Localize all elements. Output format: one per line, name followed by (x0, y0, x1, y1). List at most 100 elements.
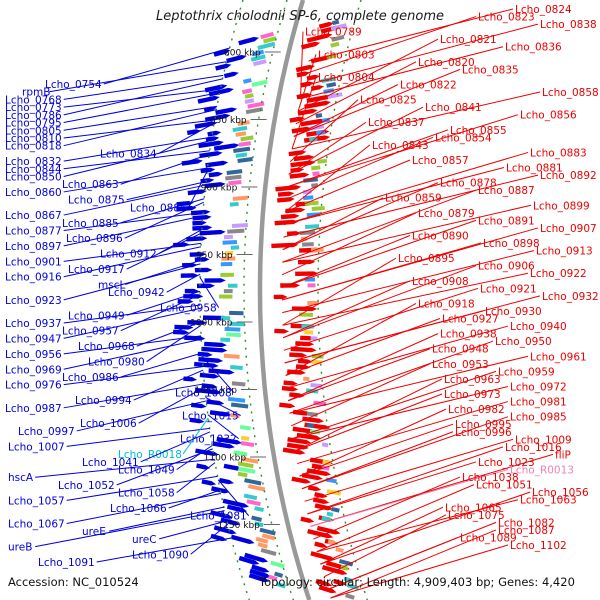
gene-label-left[interactable]: Lcho_0773 (5, 102, 62, 114)
gene-label-right[interactable]: Lcho_0921 (480, 283, 537, 295)
gene-label-left[interactable]: Lcho_1058 (118, 488, 175, 500)
gene-label-left[interactable]: Lcho_0901 (5, 256, 62, 268)
gene-label-left[interactable]: Lcho_0877 (5, 225, 62, 237)
gene-label-right[interactable]: Lcho_0854 (435, 132, 492, 144)
gene-label-right[interactable]: Lcho_0913 (536, 246, 593, 258)
gene-label-right[interactable]: Lcho_0857 (412, 155, 469, 167)
gene-label-left[interactable]: Lcho_1057 (8, 495, 65, 507)
gene-label-right[interactable]: fliP (555, 449, 571, 461)
gene-label-left[interactable]: Lcho_0875 (68, 195, 125, 207)
gene-label-right[interactable]: Lcho_0887 (478, 185, 535, 197)
gene-label-right[interactable]: Lcho_0995 (455, 419, 512, 431)
gene-label-left[interactable]: Lcho_0867 (5, 210, 62, 222)
gene-label-left[interactable]: Lcho_0844 (5, 164, 62, 176)
gene-label-right[interactable]: Lcho_1056 (532, 487, 589, 499)
gene-label-left[interactable]: Lcho_0768 (5, 94, 62, 106)
gene-label-right[interactable]: Lcho_0891 (478, 215, 535, 227)
gene-label-right[interactable]: Lcho_0838 (540, 19, 597, 31)
gene-label-left[interactable]: Lcho_1090 (132, 549, 189, 561)
gene-label-right[interactable]: Lcho_R0013 (510, 465, 574, 477)
gene-label-left[interactable]: Lcho_0923 (5, 295, 62, 307)
gene-label-right[interactable]: Lcho_1038 (462, 472, 519, 484)
gene-label-right[interactable]: Lcho_0899 (533, 200, 590, 212)
gene-label-left[interactable]: Lcho_0986 (62, 372, 119, 384)
gene-label-right[interactable]: Lcho_1089 (460, 532, 517, 544)
gene-label-left[interactable]: Lcho_0818 (5, 141, 62, 153)
gene-label-left[interactable]: Lcho_R0018 (118, 449, 182, 461)
gene-label-left[interactable]: Lcho_1032 (180, 434, 237, 446)
gene-label-left[interactable]: Lcho_0897 (5, 241, 62, 253)
gene-label-left[interactable]: Lcho_0916 (5, 272, 62, 284)
gene-label-right[interactable]: Lcho_0898 (483, 238, 540, 250)
gene-label-right[interactable]: Lcho_0927 (442, 314, 499, 326)
gene-label-left[interactable]: Lcho_1041 (82, 457, 139, 469)
gene-label-left[interactable]: Lcho_0969 (5, 364, 62, 376)
gene-label-right[interactable]: Lcho_0881 (506, 163, 563, 175)
gene-label-right[interactable]: Lcho_1023 (478, 457, 535, 469)
gene-label-right[interactable]: Lcho_0959 (498, 366, 555, 378)
gene-label-left[interactable]: Lcho_0987 (5, 403, 62, 415)
gene-label-right[interactable]: Lcho_0940 (510, 321, 567, 333)
gene-label-right[interactable]: Lcho_0985 (510, 412, 567, 424)
gene-label-right[interactable]: Lcho_0961 (530, 351, 587, 363)
gene-label-left[interactable]: Lcho_0850 (5, 172, 62, 184)
gene-label-left[interactable]: Lcho_0863 (62, 179, 119, 191)
gene-label-right[interactable]: Lcho_0907 (540, 223, 597, 235)
gene-label-right[interactable]: Lcho_0803 (318, 49, 375, 61)
gene-label-right[interactable]: Lcho_0918 (418, 298, 475, 310)
gene-label-left[interactable]: Lcho_0956 (5, 349, 62, 361)
gene-label-right[interactable]: Lcho_1102 (510, 540, 567, 552)
gene-label-right[interactable]: Lcho_0973 (444, 389, 501, 401)
gene-label-right[interactable]: Lcho_0824 (515, 4, 572, 16)
gene-label-right[interactable]: Lcho_0938 (440, 329, 497, 341)
gene-label-left[interactable]: Lcho_1091 (38, 557, 95, 569)
gene-label-right[interactable]: Lcho_0930 (485, 306, 542, 318)
gene-label-right[interactable]: Lcho_0895 (398, 253, 455, 265)
gene-label-left[interactable]: hscA (8, 472, 34, 484)
gene-label-right[interactable]: Lcho_0823 (478, 12, 535, 24)
gene-label-left[interactable]: Lcho_0832 (5, 156, 62, 168)
gene-label-right[interactable]: Lcho_0963 (444, 374, 501, 386)
gene-label-right[interactable]: Lcho_0878 (440, 178, 497, 190)
gene-label-right[interactable]: Lcho_0843 (372, 140, 429, 152)
gene-label-right[interactable]: Lcho_1087 (498, 525, 555, 537)
gene-label-right[interactable]: Lcho_0972 (510, 381, 567, 393)
gene-label-right[interactable]: Lcho_0858 (542, 87, 599, 99)
gene-label-right[interactable]: Lcho_0822 (400, 79, 457, 91)
gene-label-right[interactable]: Lcho_0948 (432, 344, 489, 356)
gene-label-left[interactable]: Lcho_0810 (5, 133, 62, 145)
gene-label-left[interactable]: Lcho_0947 (5, 333, 62, 345)
gene-label-left[interactable]: Lcho_0957 (62, 326, 119, 338)
gene-label-right[interactable]: Lcho_0922 (530, 268, 587, 280)
gene-label-right[interactable]: Lcho_1075 (448, 510, 505, 522)
gene-label-right[interactable]: Lcho_0856 (520, 110, 577, 122)
gene-label-right[interactable]: Lcho_1016 (505, 442, 562, 454)
gene-label-left[interactable]: Lcho_0860 (5, 187, 62, 199)
gene-label-right[interactable]: Lcho_0892 (540, 170, 597, 182)
gene-label-right[interactable]: Lcho_0981 (510, 397, 567, 409)
gene-label-right[interactable]: Lcho_0835 (462, 64, 519, 76)
gene-label-left[interactable]: ureB (8, 542, 32, 554)
gene-label-left[interactable]: Lcho_0886 (130, 202, 187, 214)
gene-label-right[interactable]: Lcho_0820 (418, 57, 475, 69)
gene-label-right[interactable]: Lcho_0836 (505, 42, 562, 54)
gene-label-left[interactable]: Lcho_0805 (5, 125, 62, 137)
gene-label-right[interactable]: Lcho_1082 (498, 517, 555, 529)
gene-label-right[interactable]: Lcho_0855 (450, 125, 507, 137)
gene-label-left[interactable]: Lcho_0754 (45, 79, 102, 91)
gene-label-left[interactable]: Lcho_0937 (5, 318, 62, 330)
gene-label-right[interactable]: Lcho_0883 (530, 147, 587, 159)
gene-label-right[interactable]: Lcho_0953 (432, 359, 489, 371)
gene-label-right[interactable]: Lcho_0908 (412, 276, 469, 288)
gene-label-left[interactable]: Lcho_0885 (62, 218, 119, 230)
gene-label-left[interactable]: Lcho_0942 (108, 287, 165, 299)
gene-label-left[interactable]: Lcho_1081 (190, 511, 247, 523)
gene-label-left[interactable]: Lcho_1052 (58, 480, 115, 492)
gene-label-left[interactable]: rpmB (22, 87, 50, 99)
gene-label-right[interactable]: Lcho_1051 (476, 480, 533, 492)
gene-label-right[interactable]: Lcho_0996 (455, 427, 512, 439)
gene-label-left[interactable]: Lcho_0976 (5, 380, 62, 392)
gene-label-left[interactable]: mscL (98, 279, 125, 291)
gene-label-right[interactable]: Lcho_0982 (448, 404, 505, 416)
gene-label-left[interactable]: Lcho_0997 (18, 426, 75, 438)
